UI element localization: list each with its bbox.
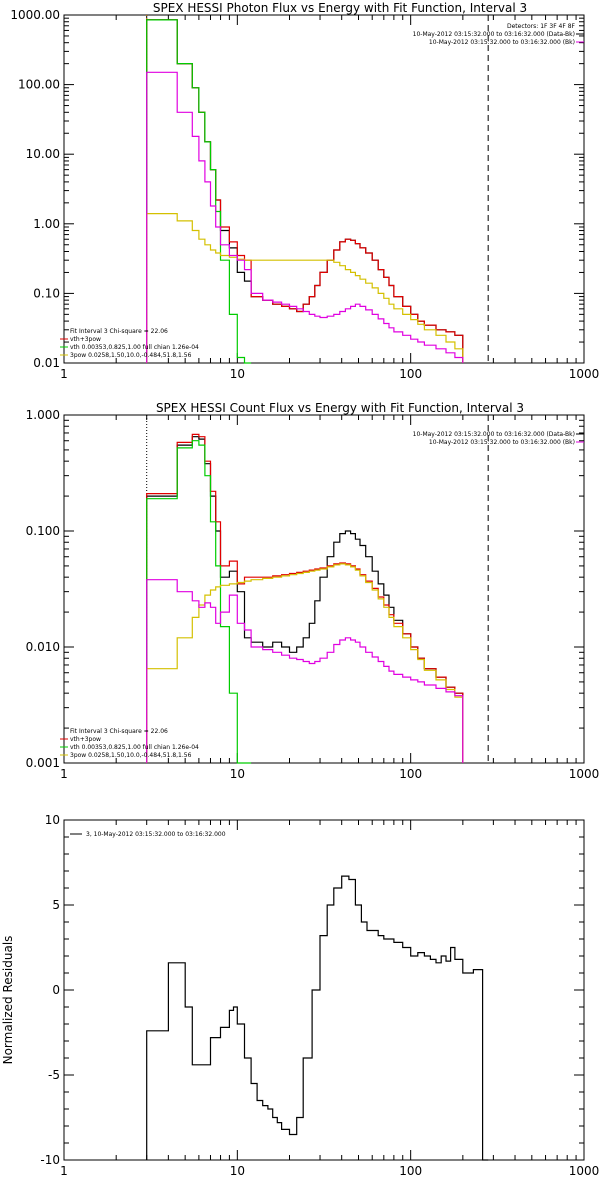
count-flux-series xyxy=(146,415,489,764)
legend-detectors: Detectors: 1F 3F 4F 8F xyxy=(507,23,576,30)
y-tick-label: 0.100 xyxy=(26,524,60,538)
y-tick-label: 10.00 xyxy=(26,147,60,161)
series-line-3pow xyxy=(146,213,464,363)
y-tick-label: 0.001 xyxy=(26,756,60,770)
photon-flux-axes: 1 10 100 1000 0.01 0.10 1.00 10.00 100.00 1000.00 xyxy=(10,8,599,381)
count-flux-panel: SPEX HESSI Count Flux vs Energy with Fit… xyxy=(26,401,600,781)
y-tick-label: -10 xyxy=(40,1153,60,1167)
plot-frame xyxy=(63,14,585,364)
residuals-series xyxy=(146,875,489,1161)
plot-frame xyxy=(63,819,585,1161)
legend-bk: 10-May-2012 03:15:32.000 to 03:16:32.000… xyxy=(429,439,575,446)
x-tick-label: 100 xyxy=(399,367,422,381)
series-line-vth xyxy=(146,19,252,364)
photon-flux-series xyxy=(146,15,489,364)
y-tick-label: 10 xyxy=(45,813,60,827)
x-tick-label: 1000 xyxy=(569,767,600,781)
series-line-bk xyxy=(146,71,464,363)
x-tick-label: 10 xyxy=(230,367,245,381)
y-tick-label: -5 xyxy=(48,1068,60,1082)
plot-frame xyxy=(63,414,585,764)
series-line-vth-3pow xyxy=(146,433,464,763)
legend-3pow: 3pow 0.0258,1.50,10.0,-0.484,51.8,1.56 xyxy=(70,352,192,359)
y-tick-label: 1.00 xyxy=(33,217,60,231)
residuals-panel: 1 10 100 1000 -10 -5 0 5 10 3, 10-May-2012 03:15… xyxy=(1,813,599,1178)
series-line-bk xyxy=(146,579,464,763)
count-flux-legend: 10-May-2012 03:15:32.000 to 03:16:32.000… xyxy=(60,431,584,759)
legend-3pow: 3pow 0.0258,1.50,10.0,-0.484,51.8,1.56 xyxy=(70,752,192,759)
y-tick-label: 0 xyxy=(52,983,60,997)
series-line-vth xyxy=(146,440,252,764)
y-tick-label: 5 xyxy=(52,898,60,912)
y-tick-label: 100.00 xyxy=(18,78,60,92)
count-flux-axes: 1 10 100 1000 0.001 0.010 0.100 1.000 xyxy=(26,408,600,781)
x-tick-label: 100 xyxy=(399,767,422,781)
x-tick-label: 1000 xyxy=(569,1164,600,1178)
legend-data-bk: 10-May-2012 03:15:32.000 to 03:16:32.000… xyxy=(413,31,575,38)
x-tick-label: 1 xyxy=(60,767,68,781)
x-tick-label: 10 xyxy=(230,767,245,781)
legend-bk: 10-May-2012 03:15:32.000 to 03:16:32.000… xyxy=(429,39,575,46)
photon-flux-legend: Detectors: 1F 3F 4F 8F 10-May-2012 03:15… xyxy=(60,23,584,359)
y-tick-label: 0.10 xyxy=(33,286,60,300)
legend-fit-interval: Fit Interval 3 Chi-square = 22.06 xyxy=(70,728,168,735)
residuals-legend: 3, 10-May-2012 03:15:32.000 to 03:16:32.… xyxy=(70,831,226,838)
legend-vth: vth 0.00353,0.825,1.00 full chian 1.26e-… xyxy=(70,744,199,751)
x-tick-label: 10 xyxy=(230,1164,245,1178)
residuals-y-axis-label: Normalized Residuals xyxy=(1,936,15,1065)
photon-flux-title: SPEX HESSI Photon Flux vs Energy with Fi… xyxy=(153,1,527,15)
count-flux-title: SPEX HESSI Count Flux vs Energy with Fit… xyxy=(156,401,524,415)
legend-vth: vth 0.00353,0.825,1.00 full chian 1.26e-… xyxy=(70,344,199,351)
series-line-data-bk xyxy=(146,436,464,763)
y-tick-label: 0.01 xyxy=(33,356,60,370)
x-tick-label: 1000 xyxy=(569,367,600,381)
legend-vth-3pow: vth+3pow xyxy=(70,336,101,343)
legend-residual-interval: 3, 10-May-2012 03:15:32.000 to 03:16:32.… xyxy=(86,831,226,838)
x-tick-label: 1 xyxy=(60,1164,68,1178)
x-tick-label: 100 xyxy=(399,1164,422,1178)
legend-data-bk: 10-May-2012 03:15:32.000 to 03:16:32.000… xyxy=(413,431,575,438)
legend-vth-3pow: vth+3pow xyxy=(70,736,101,743)
residuals-axes: 1 10 100 1000 -10 -5 0 5 10 xyxy=(40,813,599,1178)
legend-fit-interval: Fit Interval 3 Chi-square = 22.06 xyxy=(70,328,168,335)
series-line-residual xyxy=(146,875,489,1161)
y-tick-label: 0.010 xyxy=(26,640,60,654)
series-line-3pow xyxy=(146,563,464,763)
y-tick-label: 1000.00 xyxy=(10,8,60,22)
x-tick-label: 1 xyxy=(60,367,68,381)
y-tick-label: 1.000 xyxy=(26,408,60,422)
photon-flux-panel: SPEX HESSI Photon Flux vs Energy with Fi… xyxy=(10,1,599,381)
